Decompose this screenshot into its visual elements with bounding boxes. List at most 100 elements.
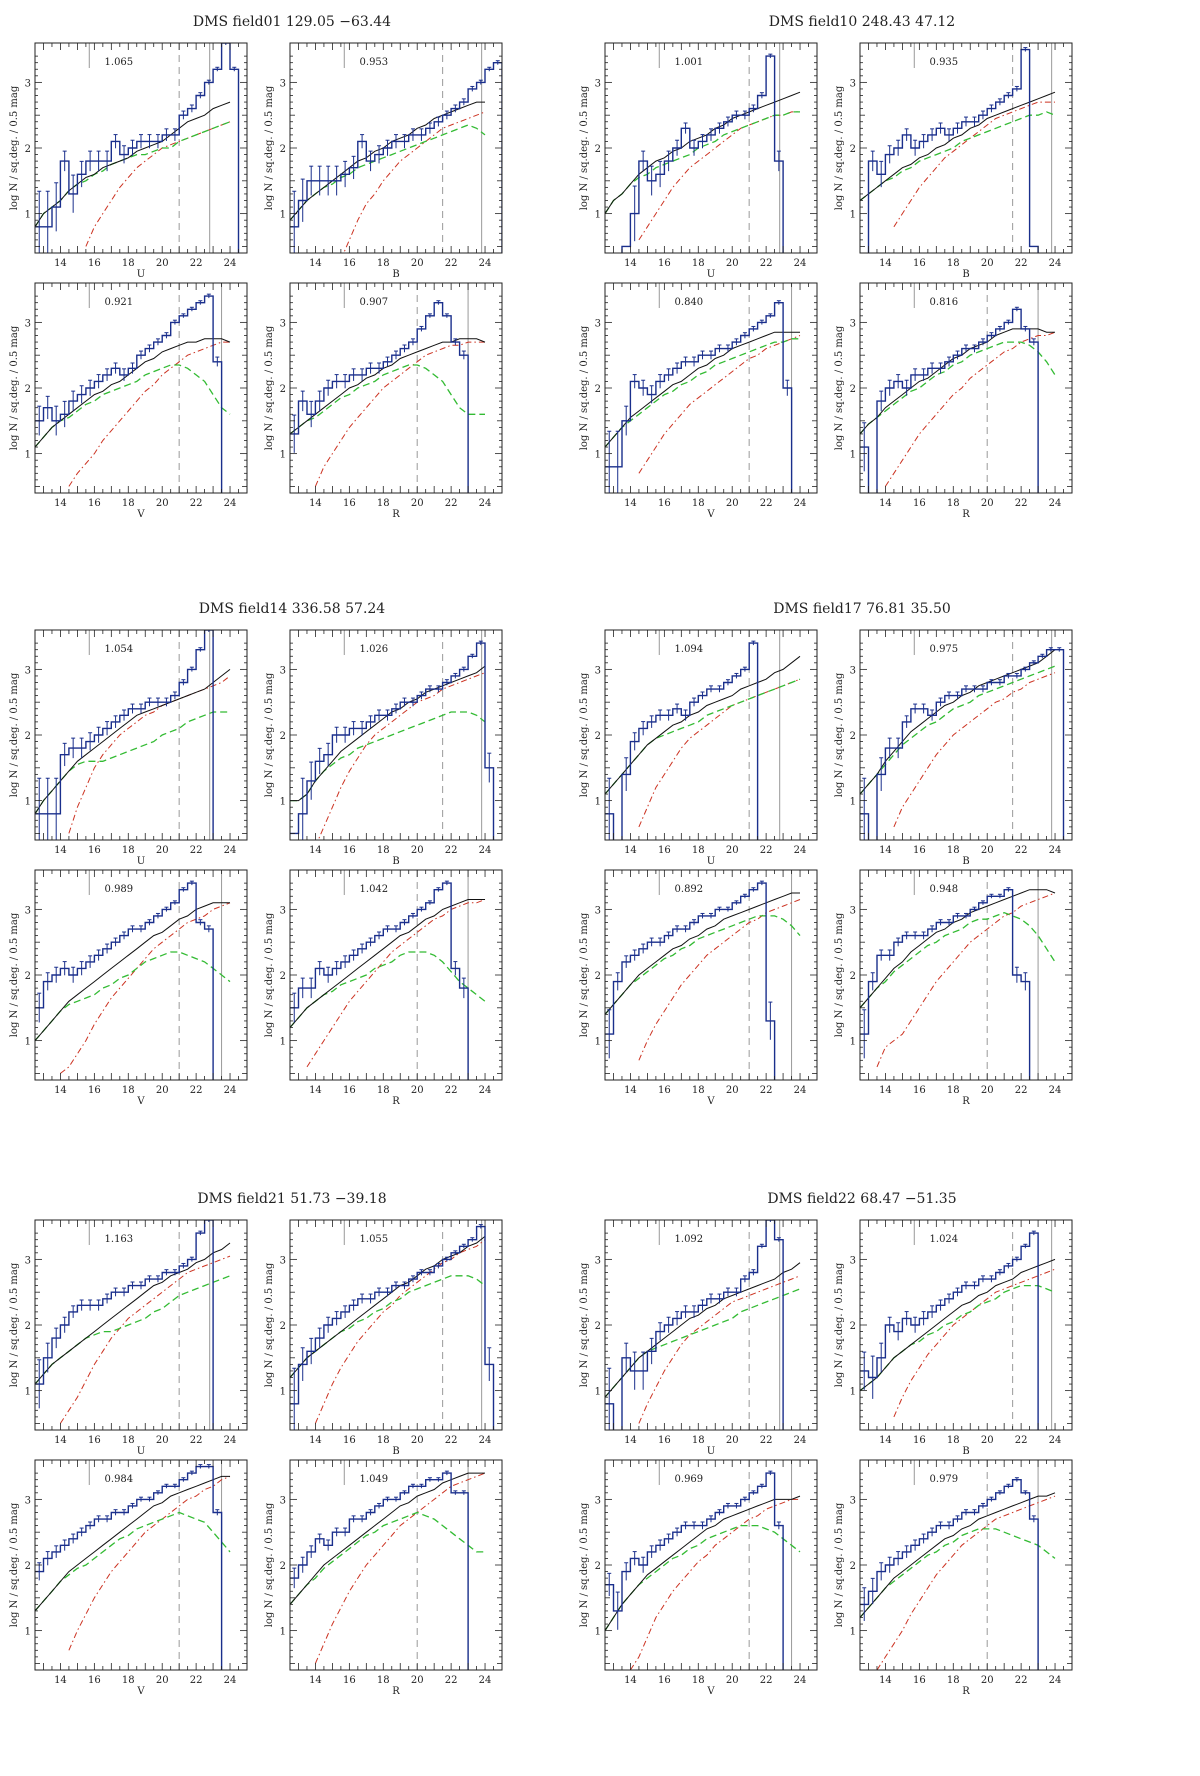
x-tick-label: 22: [760, 1435, 773, 1446]
x-tick-label: 24: [224, 258, 237, 269]
x-tick-label: 14: [624, 258, 637, 269]
x-tick-label: 18: [122, 258, 135, 269]
y-tick-label: 3: [25, 905, 31, 916]
model-green-line: [290, 364, 485, 435]
y-axis-label: log N / sq.deg. / 0.5 mag: [834, 325, 845, 450]
y-tick-label: 2: [595, 731, 601, 742]
x-tick-label: 16: [88, 258, 101, 269]
x-tick-label: 22: [190, 498, 203, 509]
x-tick-label: 22: [190, 1675, 203, 1686]
y-tick-label: 3: [850, 318, 856, 329]
ratio-label: 0.840: [675, 297, 704, 308]
y-tick-label: 1: [850, 1627, 856, 1638]
model-total-line: [605, 892, 800, 1015]
x-tick-label: 22: [445, 1675, 458, 1686]
y-tick-label: 3: [595, 905, 601, 916]
y-axis-label: log N / sq.deg. / 0.5 mag: [264, 325, 275, 450]
x-axis-label: V: [136, 1686, 145, 1697]
x-tick-label: 22: [1015, 1085, 1028, 1096]
model-red-line: [314, 341, 485, 487]
x-tick-label: 16: [913, 1435, 926, 1446]
observed-histogram: [605, 882, 776, 1080]
x-tick-label: 14: [624, 498, 637, 509]
model-red-line: [629, 1498, 800, 1670]
panel-frame: [604, 1459, 818, 1671]
y-tick-label: 2: [280, 731, 286, 742]
x-tick-label: 20: [411, 1435, 424, 1446]
x-axis-label: B: [392, 1446, 399, 1457]
y-tick-label: 1: [280, 1627, 286, 1638]
x-tick-label: 24: [1049, 258, 1062, 269]
x-tick-label: 22: [1015, 1435, 1028, 1446]
y-axis-label: log N / sq.deg. / 0.5 mag: [579, 85, 590, 210]
model-total-line: [35, 338, 231, 448]
model-red-line: [68, 341, 230, 487]
x-tick-label: 24: [1049, 1435, 1062, 1446]
x-tick-label: 22: [445, 258, 458, 269]
y-tick-label: 1: [25, 1037, 31, 1048]
x-tick-label: 22: [1015, 258, 1028, 269]
x-tick-label: 18: [377, 258, 390, 269]
panel-frame: [604, 629, 818, 841]
x-tick-label: 20: [981, 1435, 994, 1446]
field-title: DMS field21 51.73 −39.18: [197, 1191, 386, 1207]
x-tick-label: 20: [726, 498, 739, 509]
x-tick-label: 14: [54, 845, 67, 856]
x-tick-label: 24: [479, 1435, 492, 1446]
model-total-line: [860, 1492, 1056, 1618]
model-total-line: [605, 331, 800, 448]
x-tick-label: 20: [156, 1435, 169, 1446]
y-tick-label: 3: [25, 665, 31, 676]
y-tick-label: 2: [25, 384, 31, 395]
model-green-line: [860, 341, 1056, 435]
x-tick-label: 16: [913, 1675, 926, 1686]
ratio-label: 0.907: [360, 297, 389, 308]
y-tick-label: 2: [280, 1561, 286, 1572]
x-tick-label: 24: [794, 845, 807, 856]
ratio-label: 0.984: [105, 1474, 134, 1485]
x-axis-label: V: [136, 1096, 145, 1107]
ratio-label: 0.935: [930, 57, 959, 68]
field-title: DMS field01 129.05 −63.44: [193, 14, 391, 30]
y-tick-label: 1: [280, 1387, 286, 1398]
x-tick-label: 22: [760, 1675, 773, 1686]
y-tick-label: 3: [25, 318, 31, 329]
model-green-line: [605, 338, 800, 448]
ratio-label: 1.042: [360, 884, 389, 895]
x-tick-label: 24: [479, 1085, 492, 1096]
model-total-line: [605, 1495, 801, 1631]
x-tick-label: 22: [760, 498, 773, 509]
model-green-line: [35, 1511, 231, 1612]
model-red-line: [638, 111, 800, 241]
x-tick-label: 22: [190, 845, 203, 856]
model-green-line: [860, 665, 1056, 795]
x-tick-label: 24: [224, 1085, 237, 1096]
x-tick-label: 18: [947, 1675, 960, 1686]
observed-histogram: [35, 1465, 223, 1670]
x-tick-label: 20: [156, 258, 169, 269]
y-tick-label: 3: [280, 905, 286, 916]
x-tick-label: 14: [54, 258, 67, 269]
x-tick-label: 24: [794, 498, 807, 509]
observed-histogram: [35, 295, 223, 493]
x-tick-label: 24: [479, 1675, 492, 1686]
y-tick-label: 3: [850, 1495, 856, 1506]
x-tick-label: 22: [1015, 845, 1028, 856]
x-tick-label: 14: [309, 1085, 322, 1096]
panel-frame: [34, 282, 248, 494]
y-tick-label: 3: [25, 78, 31, 89]
y-tick-label: 1: [25, 1387, 31, 1398]
y-tick-label: 3: [595, 318, 601, 329]
x-tick-label: 18: [947, 1435, 960, 1446]
panel-frame: [604, 1219, 818, 1431]
ratio-label: 1.026: [360, 644, 389, 655]
x-tick-label: 20: [981, 498, 994, 509]
x-tick-label: 20: [411, 498, 424, 509]
y-tick-label: 2: [595, 1321, 601, 1332]
observed-histogram: [35, 630, 223, 840]
y-tick-label: 1: [280, 1037, 286, 1048]
